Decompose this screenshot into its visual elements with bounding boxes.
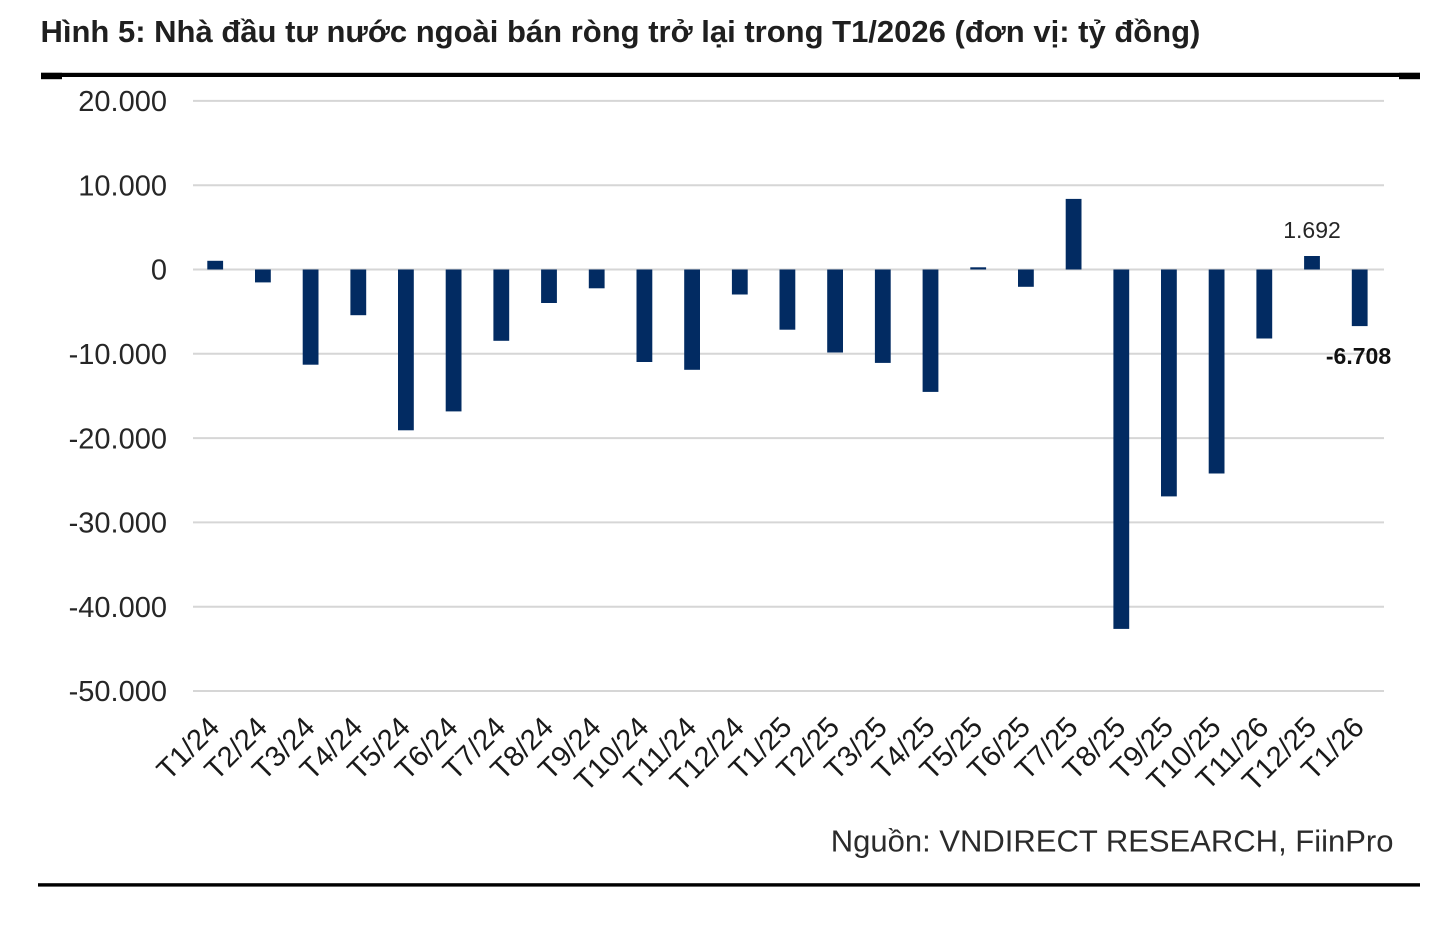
svg-text:0: 0 [151,255,167,287]
svg-text:-6.708: -6.708 [1326,343,1391,369]
svg-text:-20.000: -20.000 [69,423,167,455]
svg-text:-50.000: -50.000 [69,676,167,708]
svg-text:Nguồn: VNDIRECT RESEARCH, Fiin: Nguồn: VNDIRECT RESEARCH, FiinPro [831,824,1394,859]
svg-text:20.000: 20.000 [78,86,167,118]
svg-text:1.692: 1.692 [1283,217,1341,243]
svg-text:-10.000: -10.000 [69,339,167,371]
svg-text:-30.000: -30.000 [69,508,167,540]
svg-text:-40.000: -40.000 [69,592,167,624]
svg-text:Hình 5: Nhà đầu tư nước ngoài: Hình 5: Nhà đầu tư nước ngoài bán ròng t… [41,14,1201,49]
svg-text:10.000: 10.000 [78,170,167,202]
